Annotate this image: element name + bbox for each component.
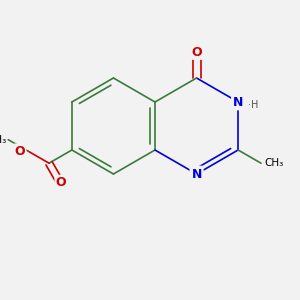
Text: O: O [56,176,66,189]
Text: CH₃: CH₃ [0,135,6,145]
Text: N: N [191,167,202,181]
Text: ·H: ·H [248,100,259,110]
Text: CH₃: CH₃ [264,158,283,168]
Text: O: O [15,145,25,158]
Text: N: N [233,95,243,109]
Text: O: O [191,46,202,59]
